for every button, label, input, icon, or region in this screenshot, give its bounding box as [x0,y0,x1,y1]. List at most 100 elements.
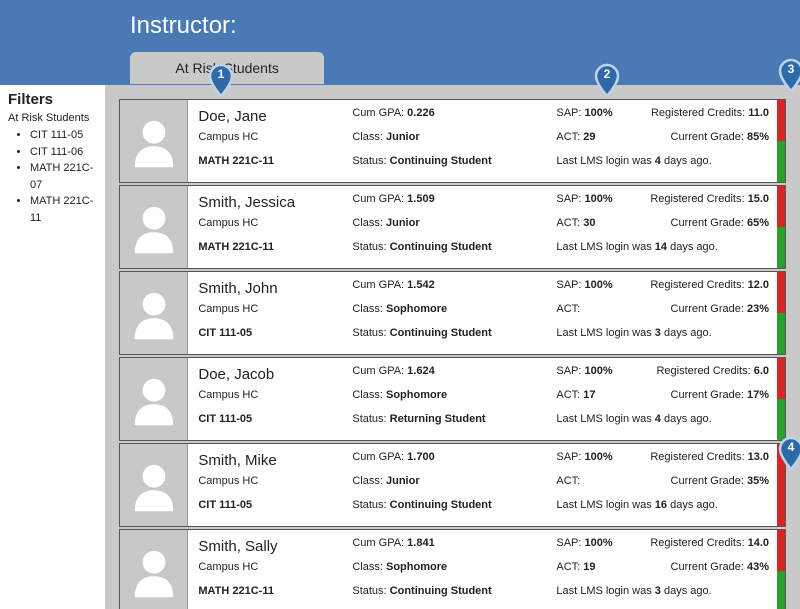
student-card[interactable]: Smith, JessicaCampus HCMATH 221C-11Cum G… [119,185,786,269]
student-status: Status: Continuing Student [352,584,552,608]
student-course: MATH 221C-11 [198,154,348,178]
student-sap: SAP: 100% [556,450,646,474]
avatar-box [120,186,188,268]
student-card[interactable]: Doe, JacobCampus HCCIT 111-05Cum GPA: 1.… [119,357,786,441]
annotation-pin-4: 4 [778,436,800,470]
student-cumgpa: Cum GPA: 1.700 [352,450,552,474]
student-cumgpa: Cum GPA: 0.226 [352,106,552,130]
avatar-icon [126,199,182,255]
student-campus: Campus HC [198,302,348,326]
status-bar [777,100,785,182]
filter-item[interactable]: MATH 221C-11 [30,193,97,226]
page-header: Instructor: [0,0,800,85]
student-name: Doe, Jane [198,106,348,130]
filter-group-label: At Risk Students [8,112,97,124]
filter-item[interactable]: CIT 111-06 [30,144,97,161]
filters-sidebar: Filters At Risk Students CIT 111-05 CIT … [0,85,105,609]
student-status: Status: Returning Student [352,412,552,436]
student-credits: Registered Credits: 15.0 [650,192,769,216]
student-campus: Campus HC [198,216,348,240]
student-cumgpa: Cum GPA: 1.841 [352,536,552,560]
student-info: Smith, MikeCampus HCCIT 111-05Cum GPA: 1… [188,444,777,526]
filter-list: CIT 111-05 CIT 111-06 MATH 221C-07 MATH … [30,127,97,226]
student-campus: Campus HC [198,474,348,498]
avatar-box [120,272,188,354]
student-grade: Current Grade: 23% [650,302,769,326]
avatar-icon [126,457,182,513]
student-cumgpa: Cum GPA: 1.509 [352,192,552,216]
student-card[interactable]: Smith, JohnCampus HCCIT 111-05Cum GPA: 1… [119,271,786,355]
student-sap: SAP: 100% [556,536,646,560]
status-bar [777,530,785,609]
avatar-icon [126,543,182,599]
student-credits: Registered Credits: 14.0 [650,536,769,560]
student-class: Class: Sophomore [352,388,552,412]
student-sap: SAP: 100% [556,192,646,216]
student-info: Smith, SallyCampus HCMATH 221C-11Cum GPA… [188,530,777,609]
filter-item[interactable]: MATH 221C-07 [30,160,97,193]
student-grade: Current Grade: 43% [650,560,769,584]
student-course: MATH 221C-11 [198,240,348,264]
filters-heading: Filters [8,91,97,108]
status-bar-bottom [777,399,785,440]
student-card[interactable]: Doe, JaneCampus HCMATH 221C-11Cum GPA: 0… [119,99,786,183]
student-act: ACT: 17 [556,388,646,412]
student-sap: SAP: 100% [556,278,646,302]
student-course: CIT 111-05 [198,326,348,350]
student-course: CIT 111-05 [198,498,348,522]
student-name: Smith, Sally [198,536,348,560]
student-name: Doe, Jacob [198,364,348,388]
student-last-login: Last LMS login was 16 days ago. [556,498,769,522]
student-last-login: Last LMS login was 4 days ago. [556,154,769,178]
status-bar-top [777,186,785,227]
student-class: Class: Junior [352,216,552,240]
status-bar [777,272,785,354]
student-name: Smith, Mike [198,450,348,474]
avatar-box [120,358,188,440]
student-credits: Registered Credits: 13.0 [650,450,769,474]
student-campus: Campus HC [198,388,348,412]
student-info: Doe, JacobCampus HCCIT 111-05Cum GPA: 1.… [188,358,777,440]
status-bar-bottom [777,141,785,182]
student-grade: Current Grade: 85% [650,130,769,154]
avatar-icon [126,285,182,341]
student-grade: Current Grade: 35% [650,474,769,498]
student-act: ACT: [556,302,646,326]
student-info: Smith, JohnCampus HCCIT 111-05Cum GPA: 1… [188,272,777,354]
avatar-box [120,444,188,526]
avatar-box [120,530,188,609]
avatar-box [120,100,188,182]
student-class: Class: Sophomore [352,302,552,326]
student-act: ACT: [556,474,646,498]
student-card[interactable]: Smith, MikeCampus HCCIT 111-05Cum GPA: 1… [119,443,786,527]
student-class: Class: Junior [352,130,552,154]
status-bar-top [777,358,785,399]
student-cumgpa: Cum GPA: 1.624 [352,364,552,388]
main-panel: At Risk Students Doe, JaneCampus HCMATH … [105,85,800,609]
status-bar [777,358,785,440]
student-status: Status: Continuing Student [352,154,552,178]
annotation-pin-2: 2 [594,63,620,97]
student-list: Doe, JaneCampus HCMATH 221C-11Cum GPA: 0… [105,85,800,609]
annotation-pin-3: 3 [778,58,800,92]
annotation-pin-label: 1 [208,67,234,81]
annotation-pin-label: 2 [594,67,620,81]
main-layout: Filters At Risk Students CIT 111-05 CIT … [0,85,800,609]
annotation-pin-label: 4 [778,440,800,454]
student-info: Smith, JessicaCampus HCMATH 221C-11Cum G… [188,186,777,268]
student-status: Status: Continuing Student [352,498,552,522]
status-bar [777,186,785,268]
student-sap: SAP: 100% [556,364,646,388]
student-status: Status: Continuing Student [352,240,552,264]
status-bar-bottom [777,571,785,609]
student-card[interactable]: Smith, SallyCampus HCMATH 221C-11Cum GPA… [119,529,786,609]
student-grade: Current Grade: 17% [650,388,769,412]
status-bar-bottom [777,313,785,354]
student-last-login: Last LMS login was 3 days ago. [556,326,769,350]
status-bar-bottom [777,227,785,268]
filter-item[interactable]: CIT 111-05 [30,127,97,144]
annotation-pin-label: 3 [778,62,800,76]
student-campus: Campus HC [198,560,348,584]
student-credits: Registered Credits: 12.0 [650,278,769,302]
student-credits: Registered Credits: 11.0 [650,106,769,130]
